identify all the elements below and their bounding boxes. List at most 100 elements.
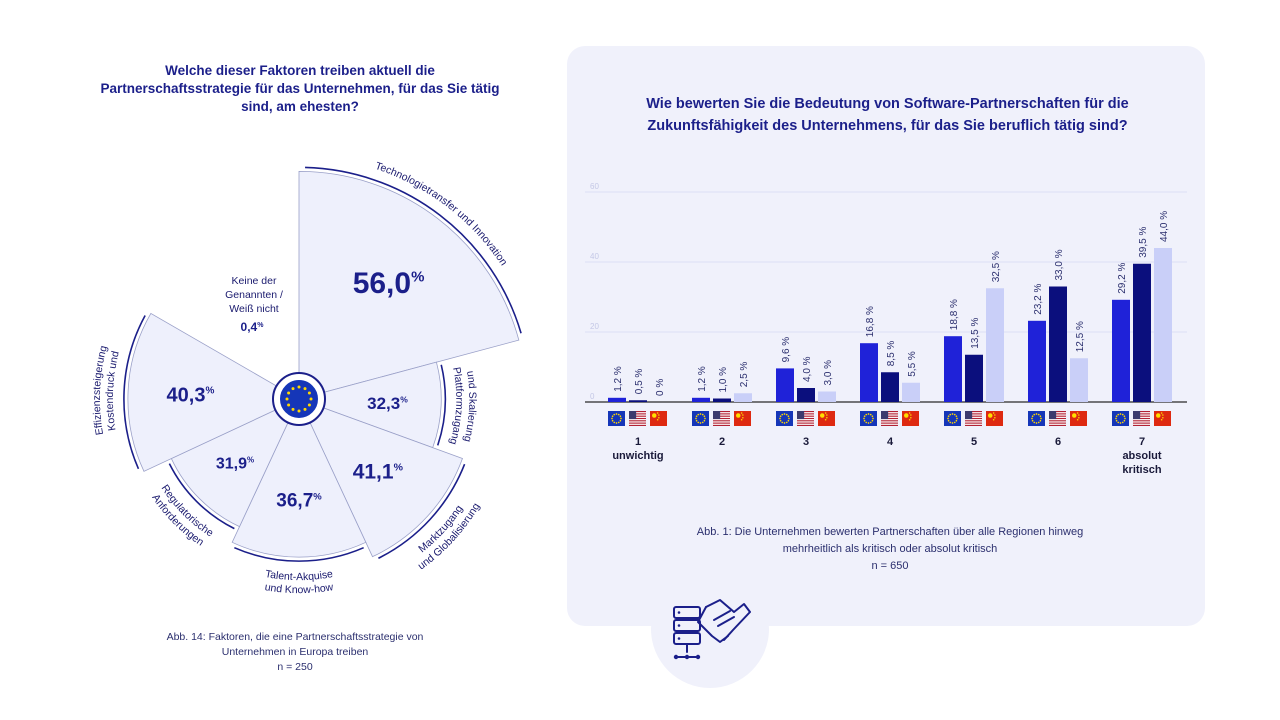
eu-flag-star <box>779 417 781 420</box>
us-flag-icon <box>797 411 814 426</box>
us-flag-canton <box>797 411 805 420</box>
bar-value-label: 16,8 % <box>865 306 876 337</box>
us-flag-stripe <box>881 415 898 417</box>
y-tick-label: 40 <box>590 252 599 261</box>
value-percent: % <box>400 394 408 404</box>
eu-flag-star <box>781 413 784 416</box>
us-flag-stripe <box>797 415 814 417</box>
china-flag-star <box>988 413 993 418</box>
value-percent: % <box>394 462 404 474</box>
us-flag-stripe <box>965 413 982 415</box>
eu-star <box>309 397 313 401</box>
us-flag-stripe <box>629 424 646 426</box>
china-flag-small-star <box>740 412 743 414</box>
us-flag-stripe <box>1133 415 1150 417</box>
eu-flag-star <box>1115 419 1118 422</box>
y-tick-label: 20 <box>590 322 599 331</box>
us-flag-stripe <box>1133 420 1150 422</box>
bar-value-label: 2,5 % <box>739 362 750 388</box>
china-flag-icon <box>1070 411 1087 426</box>
china-flag-small-star <box>1078 417 1080 419</box>
us-flag-stripe <box>965 424 982 426</box>
us-flag-icon <box>1133 411 1150 426</box>
bar-value-label: 4,0 % <box>802 356 813 382</box>
eu-flag-star <box>787 415 790 418</box>
left-caption-line-2: Unternehmen in Europa treiben <box>221 646 369 659</box>
eu-flag-star <box>1037 413 1040 416</box>
bar-eu <box>608 397 626 402</box>
bar-us <box>713 398 731 402</box>
sector-arc-marktzugang <box>378 463 466 559</box>
eu-flag-star <box>785 421 788 424</box>
us-flag-canton <box>881 411 889 420</box>
eu-flag-field <box>1112 411 1129 426</box>
bar-value-label: 12,5 % <box>1075 321 1086 352</box>
bar-china <box>1154 248 1172 402</box>
us-flag-stripe <box>797 424 814 426</box>
eu-flag-star <box>697 421 700 424</box>
bar-eu <box>944 336 962 402</box>
china-flag-small-star <box>1076 418 1079 421</box>
category-label-talent-akquise: und Know-how <box>264 581 335 596</box>
eu-flag-star <box>949 413 952 416</box>
us-flag-stripe <box>1049 413 1066 415</box>
eu-flag-star <box>788 417 790 420</box>
bar-china <box>986 288 1004 402</box>
y-tick-label: 60 <box>590 182 599 191</box>
china-flag-star <box>904 413 909 418</box>
eu-flag-star <box>1033 413 1036 416</box>
bar-eu <box>1028 320 1046 402</box>
china-flag-icon <box>986 411 1003 426</box>
bar-value-label: 0 % <box>655 379 666 396</box>
bar-eu <box>860 343 878 402</box>
sector-arc-plattformzugang <box>436 364 447 446</box>
eu-flag-star <box>1035 413 1038 415</box>
us-flag-stripe <box>881 417 898 420</box>
bar-value-label: 33,0 % <box>1054 249 1065 280</box>
china-flag-small-star <box>1162 417 1164 419</box>
eu-flag-star <box>1035 422 1038 424</box>
sector-arc-talent-akquise <box>234 546 364 562</box>
us-flag-stripe <box>713 417 730 420</box>
eu-flag-star <box>947 417 949 420</box>
value-number: 56,0 <box>353 267 411 300</box>
bar-us <box>965 354 983 402</box>
category-label: absolut <box>1122 450 1161 462</box>
bar-us <box>797 388 815 402</box>
china-flag-small-star <box>994 414 996 416</box>
eu-flag-star <box>951 422 954 424</box>
category-label-talent-akquise: Talent-Akquise <box>264 568 334 583</box>
china-flag-small-star <box>1160 418 1163 421</box>
china-flag-small-star <box>908 412 911 414</box>
left-caption-line-1: Abb. 14: Faktoren, die eine Partnerschaf… <box>166 631 424 643</box>
eu-flag-icon <box>1112 411 1129 426</box>
eu-flag-star <box>1124 417 1126 420</box>
eu-flag-star <box>695 419 698 422</box>
icon-circle <box>651 570 769 688</box>
eu-flag-star <box>1115 417 1117 420</box>
bar-value-label: 39,5 % <box>1138 227 1149 258</box>
china-flag-icon <box>734 411 751 426</box>
category-label: 1 <box>635 436 641 448</box>
eu-flag-field <box>692 411 709 426</box>
right-caption-line-1: Abb. 1: Die Unternehmen bewerten Partner… <box>696 526 1084 538</box>
value-number: 36,7 <box>276 491 313 512</box>
us-flag-stripe <box>713 424 730 426</box>
us-flag-canton <box>965 411 973 420</box>
eu-flag-star <box>1039 419 1042 422</box>
us-flag-stripe <box>1133 417 1150 420</box>
bar-eu <box>1112 299 1130 402</box>
eu-flag-star <box>1123 415 1126 418</box>
eu-flag-star <box>697 413 700 416</box>
eu-flag-star <box>869 413 872 416</box>
category-label: 7 <box>1139 436 1145 448</box>
eu-flag-star <box>619 415 622 418</box>
eu-flag-star <box>620 417 622 420</box>
eu-flag-star <box>871 415 874 418</box>
eu-flag-star <box>1119 422 1122 424</box>
china-flag-small-star <box>908 418 911 421</box>
us-flag-canton <box>713 411 721 420</box>
eu-flag-star <box>699 422 702 424</box>
left-chart-title: Welche dieser Faktoren treiben aktuell d… <box>100 63 500 115</box>
eu-flag-star <box>1039 415 1042 418</box>
